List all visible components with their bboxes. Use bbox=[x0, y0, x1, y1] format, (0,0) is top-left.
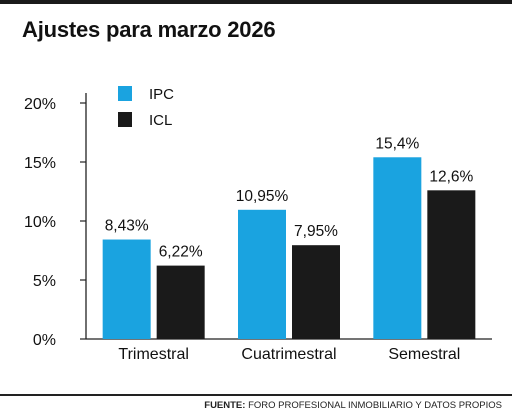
x-tick-label: Cuatrimestral bbox=[241, 346, 336, 363]
bars bbox=[102, 157, 476, 339]
source-text: FORO PROFESIONAL INMOBILIARIO Y DATOS PR… bbox=[248, 400, 502, 411]
chart-title: Ajustes para marzo 2026 bbox=[22, 17, 276, 42]
bar-ipc bbox=[102, 239, 151, 339]
legend-label: ICL bbox=[149, 112, 172, 129]
legend-label: IPC bbox=[149, 86, 174, 103]
legend-swatch-ipc bbox=[118, 86, 132, 101]
y-tick-label: 0% bbox=[33, 332, 56, 349]
data-label: 10,95% bbox=[236, 188, 289, 205]
y-tick-label: 10% bbox=[24, 214, 56, 231]
y-tick-label: 15% bbox=[24, 155, 56, 172]
x-axis: Trimestral Cuatrimestral Semestral bbox=[118, 346, 460, 363]
x-tick-label: Semestral bbox=[388, 346, 460, 363]
data-label: 15,4% bbox=[375, 135, 419, 152]
legend: IPC ICL bbox=[118, 86, 174, 129]
y-axis: 0% 5% 10% 15% 20% bbox=[24, 93, 492, 349]
x-tick-label: Trimestral bbox=[118, 346, 189, 363]
bottom-rule bbox=[0, 394, 512, 396]
top-rule bbox=[0, 0, 512, 4]
data-label: 7,95% bbox=[294, 223, 338, 240]
y-tick-label: 20% bbox=[24, 96, 56, 113]
bar-icl bbox=[427, 190, 476, 339]
data-labels: 8,43% 6,22% 10,95% 7,95% 15,4% 12,6% bbox=[105, 135, 474, 260]
data-label: 12,6% bbox=[429, 168, 473, 185]
bar-ipc bbox=[238, 209, 286, 339]
data-label: 8,43% bbox=[105, 218, 149, 235]
source-note: FUENTE: FORO PROFESIONAL INMOBILIARIO Y … bbox=[204, 400, 502, 411]
bar-icl bbox=[156, 265, 205, 339]
y-tick-label: 5% bbox=[33, 273, 56, 290]
bar-icl bbox=[292, 245, 340, 339]
legend-swatch-icl bbox=[118, 112, 132, 127]
data-label: 6,22% bbox=[159, 244, 203, 261]
bar-ipc bbox=[373, 157, 422, 339]
source-label: FUENTE: bbox=[204, 400, 246, 411]
